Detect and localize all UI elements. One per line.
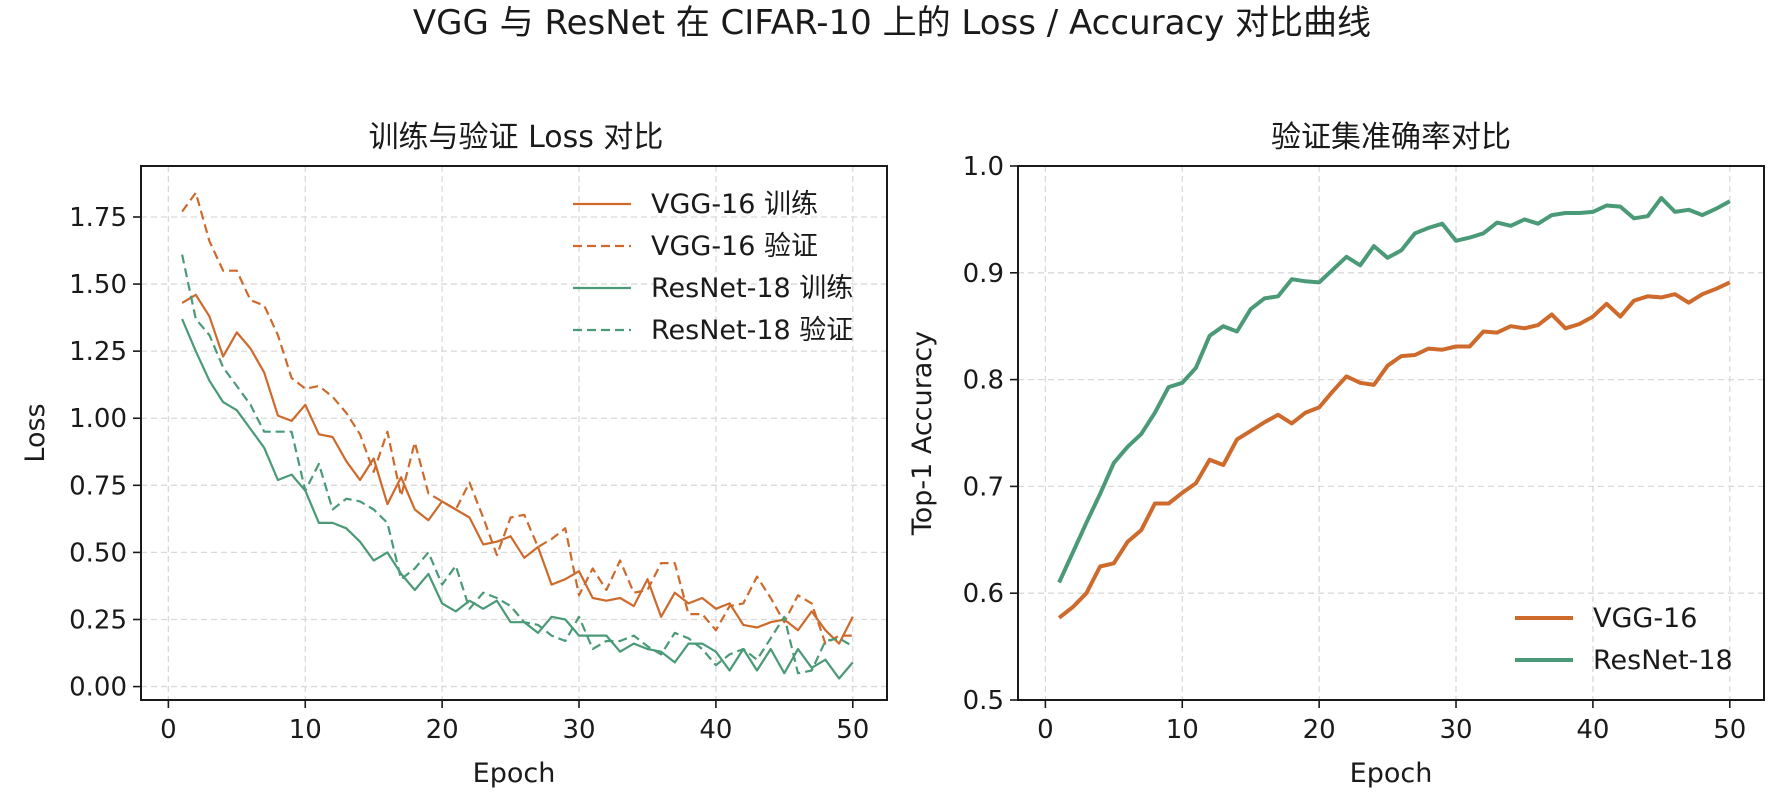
accuracy-chart-series xyxy=(1057,196,1731,620)
acc-xtick-label: 20 xyxy=(1303,715,1336,745)
acc-series-line-1 xyxy=(1057,280,1731,620)
acc-xtick-label: 50 xyxy=(1713,715,1746,745)
loss-chart: 训练与验证 Loss 对比 0 10 20 30 40 50 0.00 0.25 0.50 0.7… xyxy=(20,120,888,789)
acc-legend-label: ResNet-18 xyxy=(1593,645,1733,676)
acc-ytick-label: 0.9 xyxy=(963,259,1004,289)
acc-ytick-label: 0.7 xyxy=(963,472,1004,502)
accuracy-chart-frame xyxy=(1017,165,1765,701)
loss-ytick-label: 1.75 xyxy=(69,203,127,233)
loss-ytick-label: 1.25 xyxy=(69,337,127,367)
acc-xtick-label: 0 xyxy=(1037,715,1054,745)
accuracy-chart-title: 验证集准确率对比 xyxy=(1271,120,1511,155)
accuracy-chart-ylabel: Top-1 Accuracy xyxy=(907,331,938,536)
loss-chart-frame xyxy=(140,165,888,701)
loss-ytick-label: 0.75 xyxy=(69,471,127,501)
loss-chart-grid xyxy=(141,166,887,700)
acc-xtick-label: 10 xyxy=(1166,715,1199,745)
loss-ytick-label: 0.50 xyxy=(69,538,127,568)
loss-legend-label: ResNet-18 训练 xyxy=(651,273,853,304)
loss-legend-label: VGG-16 验证 xyxy=(651,231,818,262)
loss-chart-title: 训练与验证 Loss 对比 xyxy=(369,120,664,155)
loss-ytick-label: 1.00 xyxy=(69,404,127,434)
loss-xtick-label: 0 xyxy=(160,715,177,745)
loss-chart-xlabel: Epoch xyxy=(473,758,556,789)
loss-ytick-label: 0.25 xyxy=(69,605,127,635)
loss-legend-label: VGG-16 训练 xyxy=(651,189,818,220)
loss-chart-ylabel: Loss xyxy=(20,403,51,462)
loss-series-line-1 xyxy=(181,293,854,645)
acc-ytick-label: 0.6 xyxy=(963,579,1004,609)
loss-xtick-label: 10 xyxy=(289,715,322,745)
accuracy-chart-ticks: 0 10 20 30 40 50 0.5 0.6 0.7 0.8 0.9 1.0 xyxy=(963,152,1747,745)
acc-legend-label: VGG-16 xyxy=(1593,603,1697,634)
acc-ytick-label: 1.0 xyxy=(963,152,1004,182)
loss-series-line-4 xyxy=(181,254,854,675)
loss-chart-legend: VGG-16 训练 VGG-16 验证 ResNet-18 训练 ResNet-18 … xyxy=(573,189,853,346)
acc-series-line-2 xyxy=(1057,196,1731,584)
loss-series-line-2 xyxy=(181,191,853,645)
loss-xtick-label: 20 xyxy=(426,715,459,745)
accuracy-chart: 验证集准确率对比 0 10 20 30 40 50 0.5 0.6 0.7 0.8 0.9 1.0 E… xyxy=(907,120,1765,789)
acc-ytick-label: 0.5 xyxy=(963,686,1004,716)
figure-title: VGG 与 ResNet 在 CIFAR-10 上的 Loss / Accura… xyxy=(413,3,1371,43)
loss-chart-series xyxy=(181,191,854,680)
accuracy-chart-legend: VGG-16 ResNet-18 xyxy=(1515,603,1733,676)
loss-ytick-label: 0.00 xyxy=(69,673,127,703)
acc-xtick-label: 30 xyxy=(1439,715,1472,745)
loss-chart-ticks: 0 10 20 30 40 50 0.00 0.25 0.50 0.75 1.00 1.25 1.50 1… xyxy=(69,203,869,745)
acc-xtick-label: 40 xyxy=(1576,715,1609,745)
acc-ytick-label: 0.8 xyxy=(963,366,1004,396)
loss-xtick-label: 50 xyxy=(836,715,869,745)
accuracy-chart-xlabel: Epoch xyxy=(1350,758,1433,789)
loss-series-line-3 xyxy=(181,318,854,680)
loss-ytick-label: 1.50 xyxy=(69,270,127,300)
loss-xtick-label: 30 xyxy=(562,715,595,745)
loss-legend-label: ResNet-18 验证 xyxy=(651,315,853,346)
loss-xtick-label: 40 xyxy=(699,715,732,745)
